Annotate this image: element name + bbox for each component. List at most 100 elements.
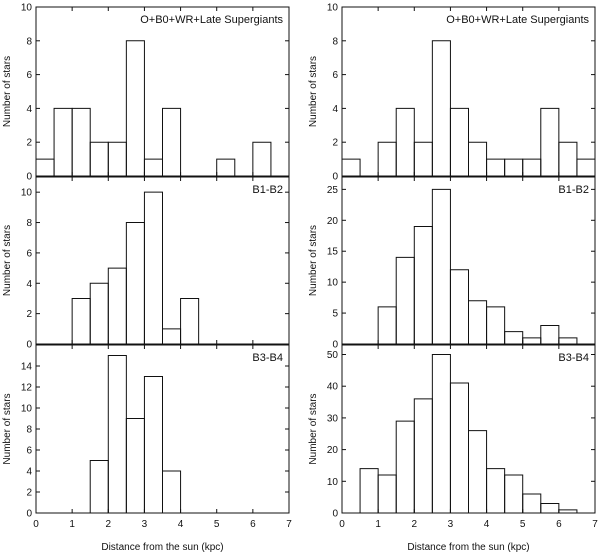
- histogram-bin: [252, 141, 272, 176]
- y-tick-label: 4: [26, 279, 32, 290]
- y-axis-label: Number of stars: [308, 56, 319, 127]
- histogram-bin: [558, 141, 578, 176]
- histogram-panel: 0 10 20 30 40 50 0 1 2 3 4 5 6 7 B3-B4: [327, 344, 598, 530]
- y-tick-label: 15: [327, 247, 339, 258]
- x-tick-label: 1: [375, 519, 381, 530]
- y-tick-label: 6: [26, 70, 32, 81]
- histogram-bin: [486, 306, 506, 344]
- histogram-bin: [395, 420, 415, 513]
- histogram-bin: [180, 297, 200, 344]
- y-tick-label: 6: [332, 70, 338, 81]
- histogram-bin: [558, 509, 578, 513]
- histogram-bin: [107, 355, 127, 513]
- y-tick-label: 20: [327, 216, 339, 227]
- x-tick-label: 3: [448, 519, 454, 530]
- y-tick-label: 5: [332, 309, 338, 320]
- histogram-bin: [341, 158, 361, 176]
- histogram-bin: [522, 158, 542, 176]
- histogram-bin: [395, 256, 415, 344]
- histogram-bin: [413, 225, 433, 344]
- histogram-bin: [107, 267, 127, 344]
- y-tick-label: 4: [26, 104, 32, 115]
- x-tick-label: 6: [250, 519, 256, 530]
- x-tick-label: 5: [520, 519, 526, 530]
- x-tick-label: 0: [33, 519, 39, 530]
- panel-label: B3-B4: [252, 352, 283, 364]
- histogram-bin: [558, 337, 578, 344]
- histogram-bin: [540, 107, 560, 176]
- y-tick-label: 0: [26, 509, 32, 520]
- histogram-bin: [468, 430, 488, 513]
- y-axis-label: Number of stars: [308, 393, 319, 464]
- histogram-bin: [522, 493, 542, 513]
- y-tick-label: 0: [332, 340, 338, 351]
- histogram-bin: [35, 158, 55, 176]
- y-tick-label: 4: [332, 104, 338, 115]
- y-tick-label: 10: [21, 3, 33, 14]
- panel-label: B1-B2: [252, 184, 283, 196]
- right-column: Number of stars Number of stars Number of …: [308, 3, 598, 554]
- x-tick-label: 6: [556, 519, 562, 530]
- right-x-axis-label: Distance from the sun (kpc): [407, 542, 529, 553]
- y-tick-label: 8: [26, 425, 32, 436]
- histogram-bin: [468, 141, 488, 176]
- y-tick-label: 25: [327, 185, 339, 196]
- x-tick-label: 5: [214, 519, 220, 530]
- y-tick-label: 50: [327, 350, 339, 361]
- histogram-bin: [377, 141, 397, 176]
- y-tick-label: 20: [327, 445, 339, 456]
- y-tick-label: 30: [327, 413, 339, 424]
- histogram-bin: [431, 188, 451, 344]
- x-tick-label: 1: [69, 519, 75, 530]
- panel-label: O+B0+WR+Late Supergiants: [140, 14, 283, 26]
- histogram-bin: [468, 300, 488, 344]
- histogram-panel: 0 2 4 6 8 10 B1-B2: [21, 176, 290, 351]
- y-axis-label: Number of stars: [2, 225, 13, 296]
- x-tick-label: 7: [592, 519, 598, 530]
- y-axis-label: Number of stars: [308, 225, 319, 296]
- y-tick-label: 8: [26, 36, 32, 47]
- y-tick-label: 10: [327, 477, 339, 488]
- histogram-bin: [143, 158, 163, 176]
- histogram-bin: [504, 474, 524, 513]
- histogram-bin: [377, 474, 397, 513]
- histogram-panel: 0 5 10 15 20 25 B1-B2: [327, 176, 596, 351]
- histogram-bin: [431, 354, 451, 513]
- histogram-bin: [143, 191, 163, 344]
- histogram-bin: [413, 141, 433, 176]
- y-axis-label: Number of stars: [2, 56, 13, 127]
- y-tick-label: 8: [332, 36, 338, 47]
- histogram-bin: [53, 107, 73, 176]
- y-tick-label: 12: [21, 383, 33, 394]
- histogram-bin: [89, 460, 109, 513]
- y-tick-label: 0: [26, 172, 32, 183]
- x-tick-label: 2: [412, 519, 418, 530]
- histogram-panel: 0 2 4 6 8 10 O+B0+WR+Late Supergiants: [327, 3, 596, 183]
- x-tick-label: 4: [178, 519, 184, 530]
- panel-label: O+B0+WR+Late Supergiants: [446, 14, 589, 26]
- x-tick-label: 0: [339, 519, 345, 530]
- histogram-bin: [107, 141, 127, 176]
- histogram-bin: [125, 40, 145, 176]
- histogram-panel: 0 2 4 6 8 10 O+B0+WR+Late Supergiants: [21, 3, 290, 183]
- y-tick-label: 2: [332, 138, 338, 149]
- histogram-bin: [162, 328, 182, 344]
- histogram-bin: [377, 306, 397, 344]
- histogram-bin: [216, 158, 236, 176]
- y-tick-label: 0: [332, 172, 338, 183]
- histogram-bin: [504, 158, 524, 176]
- y-tick-label: 10: [327, 278, 339, 289]
- y-tick-label: 40: [327, 382, 339, 393]
- histogram-bin: [540, 502, 560, 513]
- x-tick-label: 3: [142, 519, 148, 530]
- y-tick-label: 14: [21, 362, 33, 373]
- panel-label: B3-B4: [558, 352, 589, 364]
- histogram-bin: [504, 331, 524, 344]
- y-tick-label: 10: [21, 404, 33, 415]
- y-tick-label: 6: [26, 446, 32, 457]
- y-tick-label: 4: [26, 467, 32, 478]
